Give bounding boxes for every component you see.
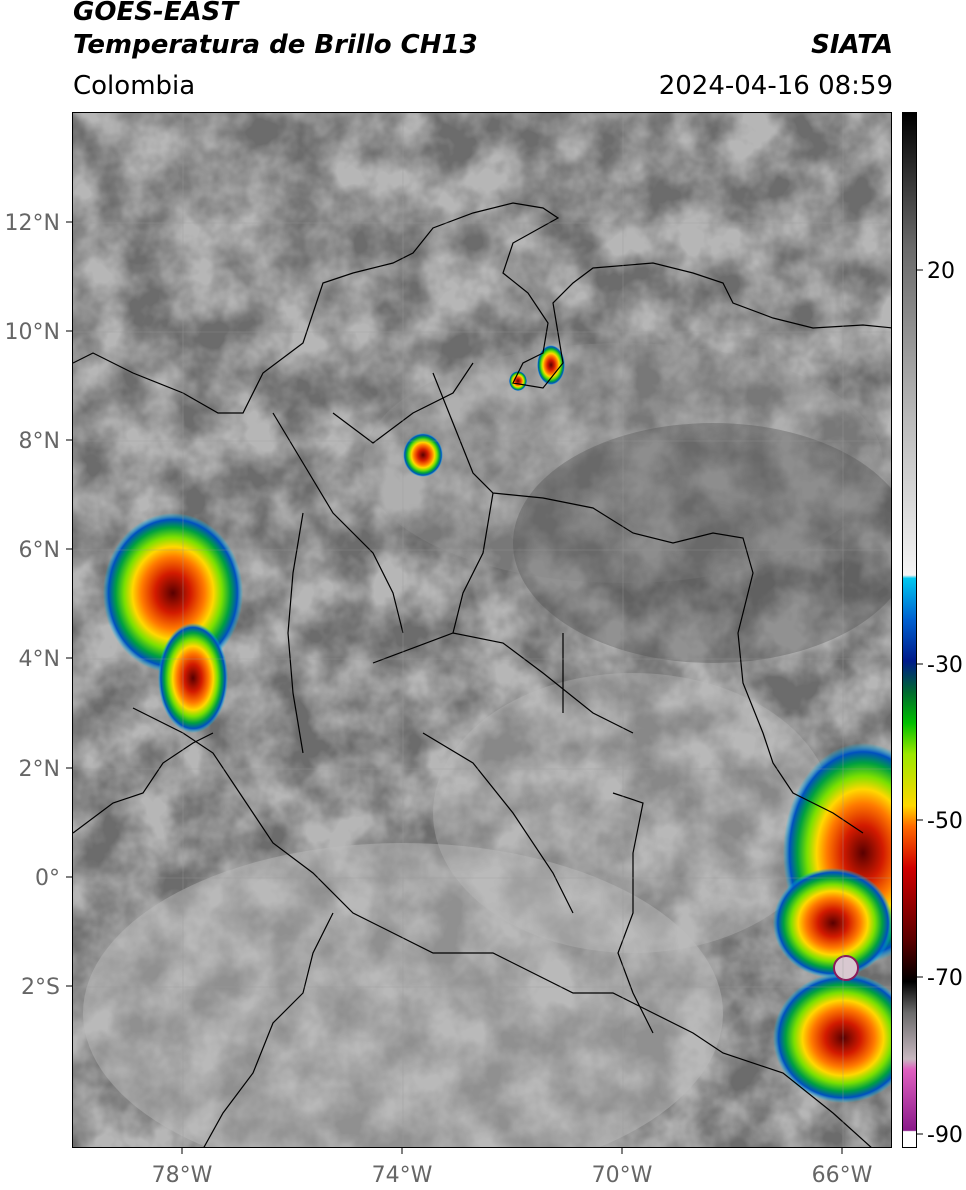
graticule [73,113,891,1147]
lon-tick-78w: 78°W [152,1163,213,1188]
clear-area [513,423,891,663]
lat-tick-10n: 10°N [5,320,60,345]
internal-border-4 [452,492,494,634]
lat-tick-8n: 8°N [19,429,60,454]
colombia-south-border [132,707,872,1147]
lon-tick-70w: 70°W [592,1163,653,1188]
lat-tick-12n: 12°N [5,211,60,236]
lat-tick-2s: 2°S [21,975,60,1000]
lat-tick-2n: 2°N [19,757,60,782]
lat-tick-6n: 6°N [19,538,60,563]
internal-border-3 [332,362,474,444]
overshooting-top [833,955,859,981]
lat-tick-4n: 4°N [19,647,60,672]
storm-cell-amazon-mid [773,868,891,978]
storm-cell-amazon-south [773,973,891,1103]
title-product: Temperatura de Brillo CH13 [73,30,478,60]
lat-tick-0: 0° [35,866,60,891]
colorbar-label-minus50: -50 [927,809,963,834]
datetime-label: 2024-04-16 08:59 [658,71,893,101]
east-cloud-band [433,673,833,953]
storm-cell-guajira-small [509,371,527,391]
internal-border-2 [272,412,404,634]
colorbar-label-20: 20 [927,259,955,284]
lon-tick-74w: 74°W [372,1163,433,1188]
storm-cell-magdalena [403,433,443,477]
region-label: Colombia [73,71,196,101]
satellite-map[interactable] [72,112,892,1148]
colorbar-gradient [903,113,916,1147]
caribbean-coast [73,202,891,414]
lon-axis: 78°W 74°W 70°W 66°W [152,1148,873,1188]
internal-border-5 [287,512,304,754]
organization-label: SIATA [811,30,893,60]
colorbar [902,112,917,1148]
title-satellite: GOES-EAST [73,0,239,27]
pacific-coast-south [73,732,214,834]
colombia-brazil-border [612,792,654,1034]
satellite-image [73,113,891,1147]
storm-cell-pacific-south [158,623,228,733]
lat-axis: 12°N 10°N 8°N 6°N 4°N 2°N 0° 2°S [5,211,72,1000]
internal-border-1 [372,632,634,734]
colorbar-axis: 20 -30 -50 -70 -90 [917,259,963,1148]
borders [73,202,891,1147]
colorbar-label-minus70: -70 [927,966,963,991]
lon-tick-66w: 66°W [812,1163,873,1188]
storm-cell-guajira [537,345,565,385]
internal-border-7 [422,732,574,914]
ecuador-peru-border [203,912,334,1147]
colorbar-label-minus90: -90 [927,1123,963,1148]
colorbar-label-minus30: -30 [927,653,963,678]
colombia-venezuela-border [432,372,864,834]
